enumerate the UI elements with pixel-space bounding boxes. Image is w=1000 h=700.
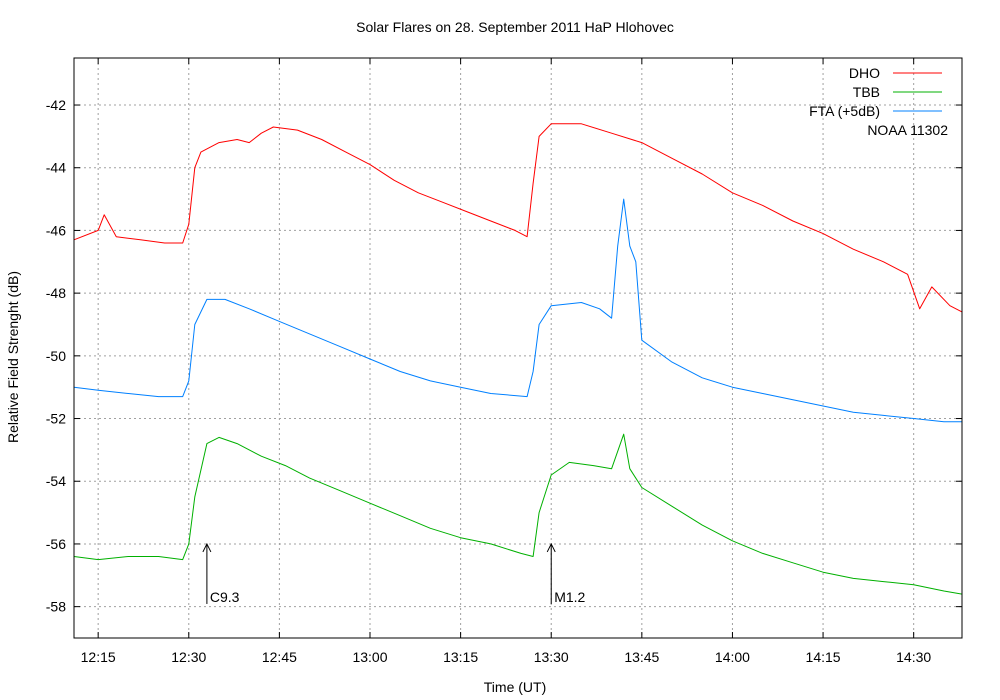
annotation-arrow-head (546, 542, 556, 553)
legend-label: FTA (+5dB) (809, 103, 880, 119)
y-tick-label: -46 (46, 222, 66, 238)
y-tick-label: -54 (46, 473, 66, 489)
grid (74, 58, 962, 638)
legend-label: TBB (853, 84, 880, 100)
y-tick-label: -48 (46, 285, 66, 301)
x-tick-label: 13:00 (352, 649, 387, 665)
x-tick-label: 12:30 (171, 649, 206, 665)
x-axis-label: Time (UT) (484, 679, 546, 695)
x-tick-label: 14:00 (715, 649, 750, 665)
chart-title: Solar Flares on 28. September 2011 HaP H… (356, 19, 674, 35)
x-tick-label: 13:30 (534, 649, 569, 665)
y-tick-label: -50 (46, 348, 66, 364)
annotation-label: C9.3 (210, 589, 240, 605)
legend-label: DHO (849, 65, 880, 81)
y-tick-label: -44 (46, 160, 66, 176)
x-tick-label: 12:45 (262, 649, 297, 665)
x-tick-label: 12:15 (81, 649, 116, 665)
x-tick-label: 13:45 (624, 649, 659, 665)
axis-ticks: 12:15 12:30 12:45 13:00 13:15 13:30 13:45 14:00… (46, 58, 962, 665)
series-group (73, 123, 963, 595)
y-tick-label: -52 (46, 411, 66, 427)
y-axis-label: Relative Field Strenght (dB) (5, 271, 21, 443)
annotation-label: M1.2 (554, 589, 585, 605)
y-tick-label: -42 (46, 97, 66, 113)
legend: DHO TBB FTA (+5dB) NOAA 11302 (809, 65, 948, 138)
series-line-tbb (73, 433, 963, 595)
annotation-arrow-head (202, 542, 212, 553)
y-tick-label: -56 (46, 536, 66, 552)
series-line-dho (73, 123, 963, 313)
annotations: C9.3 M1.2 (202, 542, 586, 605)
x-tick-label: 14:15 (806, 649, 841, 665)
x-tick-label: 14:30 (896, 649, 931, 665)
plot-frame (73, 57, 963, 639)
y-tick-label: -58 (46, 599, 66, 615)
x-tick-label: 13:15 (443, 649, 478, 665)
legend-note: NOAA 11302 (867, 122, 948, 138)
series-line-fta (73, 198, 962, 423)
